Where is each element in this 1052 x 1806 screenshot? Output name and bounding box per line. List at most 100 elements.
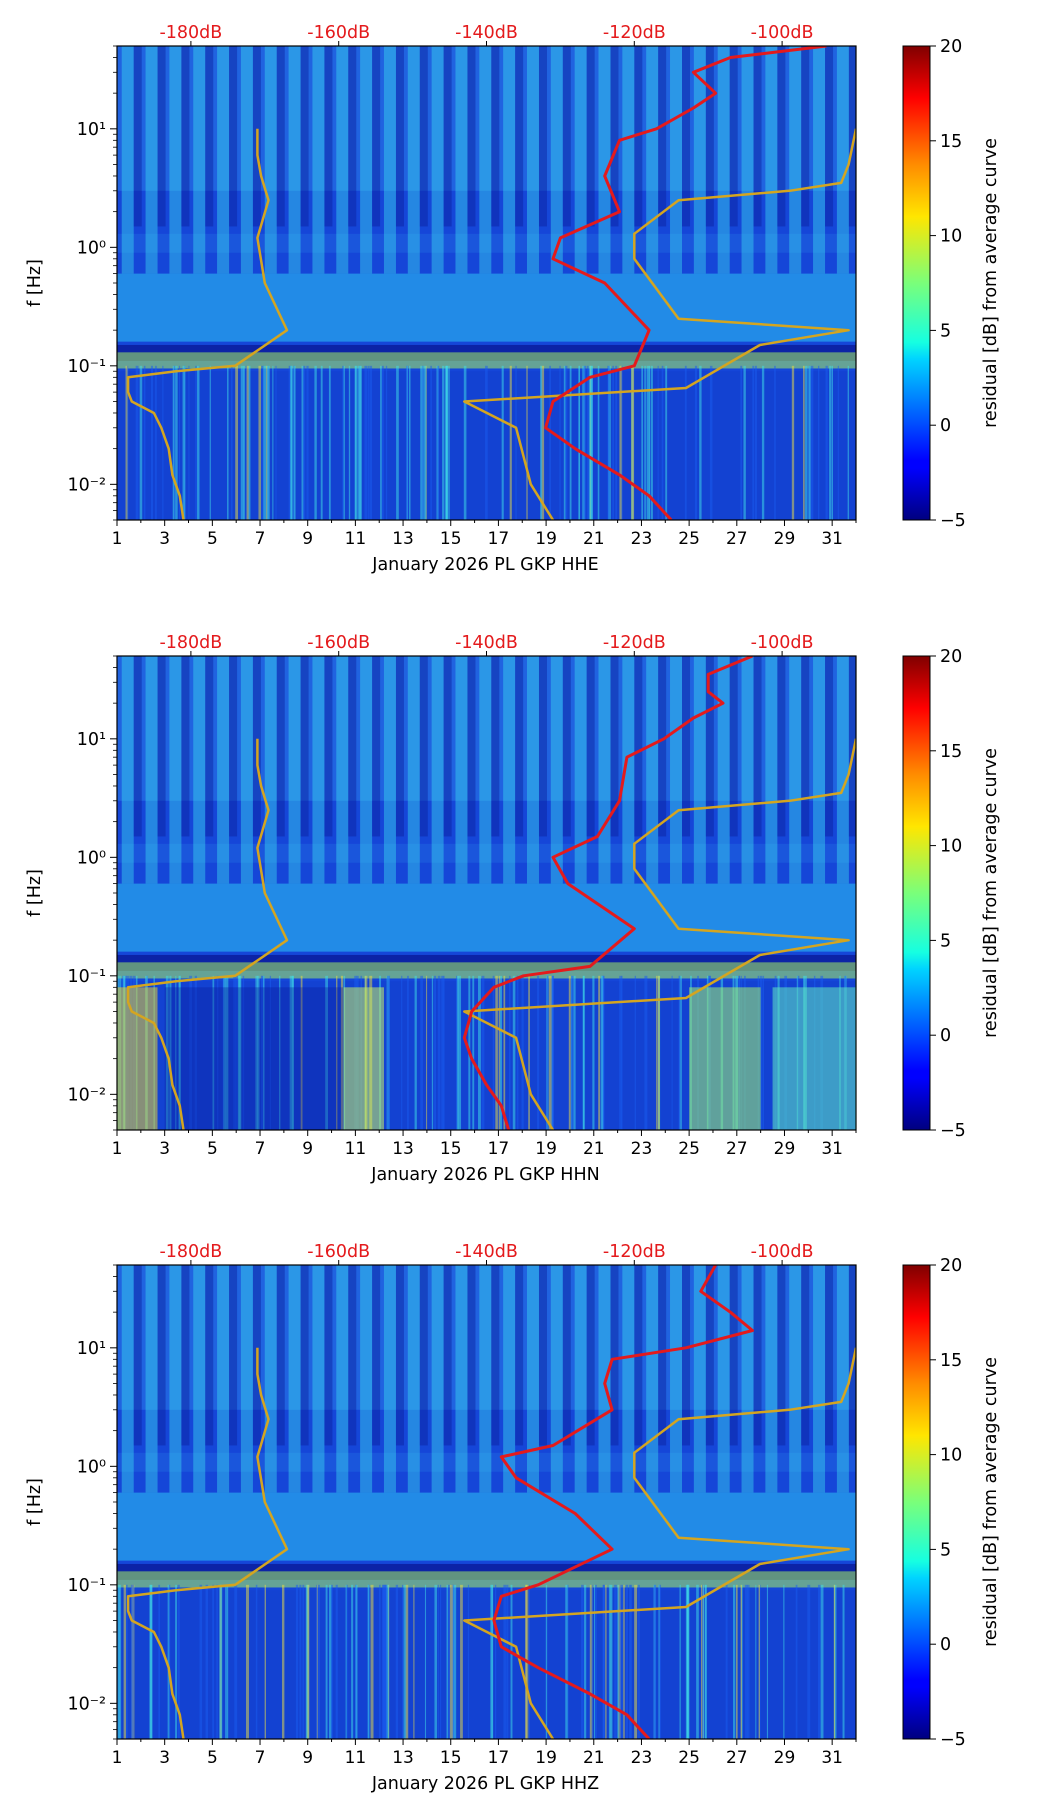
top-db-tick-label: -100dB — [751, 633, 814, 653]
x-tick-label: 19 — [535, 529, 557, 549]
x-tick-label: 7 — [255, 529, 266, 549]
colorbar-tick-label: 15 — [940, 1351, 962, 1371]
x-tick-label: 9 — [302, 529, 313, 549]
colorbar-tick-label: 5 — [940, 931, 951, 951]
y-tick-label: 10⁰ — [77, 238, 106, 258]
spectrogram — [117, 1265, 856, 1739]
y-tick-label: 10¹ — [77, 730, 106, 750]
x-tick-label: 5 — [207, 529, 218, 549]
y-tick-label: 10⁻² — [67, 1694, 106, 1714]
x-tick-label: 13 — [392, 529, 414, 549]
x-tick-label: 1 — [112, 529, 123, 549]
colorbar-tick-label: 0 — [940, 1635, 951, 1655]
x-tick-label: 11 — [345, 1139, 367, 1159]
x-tick-label: 19 — [535, 1748, 557, 1768]
top-db-tick-label: -120dB — [603, 23, 666, 43]
spectrogram — [117, 656, 856, 1130]
colorbar-label: residual [dB] from average curve — [981, 1357, 1001, 1647]
x-tick-label: 27 — [726, 1139, 748, 1159]
x-tick-label: 15 — [440, 1139, 462, 1159]
x-tick-label: 25 — [678, 1139, 700, 1159]
x-tick-label: 17 — [488, 529, 510, 549]
x-tick-label: 5 — [207, 1139, 218, 1159]
colorbar-tick-label: −5 — [940, 511, 966, 531]
colorbar-tick-label: 15 — [940, 742, 962, 762]
x-tick-label: 9 — [302, 1139, 313, 1159]
colorbar-tick-label: 5 — [940, 1540, 951, 1560]
x-tick-label: 25 — [678, 529, 700, 549]
colorbar-label: residual [dB] from average curve — [981, 138, 1001, 428]
y-tick-label: 10⁻² — [67, 1085, 106, 1105]
low-noise-model-curve — [126, 738, 289, 1130]
x-tick-label: 23 — [631, 529, 653, 549]
y-tick-label: 10⁻¹ — [67, 357, 106, 377]
top-db-tick-label: -140dB — [455, 1242, 518, 1262]
colorbar-tick-label: 20 — [940, 37, 962, 57]
x-axis-label: January 2026 PL GKP HHZ — [371, 1774, 599, 1794]
x-tick-label: 31 — [821, 529, 843, 549]
top-db-tick-label: -160dB — [307, 1242, 370, 1262]
top-db-tick-label: -180dB — [159, 1242, 222, 1262]
colorbar-tick-label: −5 — [940, 1730, 966, 1750]
x-tick-label: 11 — [345, 529, 367, 549]
x-tick-label: 25 — [678, 1748, 700, 1768]
x-tick-label: 21 — [583, 1748, 605, 1768]
colorbar-tick-label: 10 — [940, 837, 962, 857]
colorbar-label: residual [dB] from average curve — [981, 748, 1001, 1038]
x-tick-label: 3 — [159, 1139, 170, 1159]
x-tick-label: 3 — [159, 529, 170, 549]
colorbar: −5 0 5 10 15 20 residual [dB] from average cur… — [902, 647, 1001, 1141]
top-db-tick-label: -180dB — [159, 633, 222, 653]
x-tick-label: 31 — [821, 1748, 843, 1768]
x-tick-label: 13 — [392, 1139, 414, 1159]
y-tick-label: 10¹ — [77, 1339, 106, 1359]
x-tick-label: 19 — [535, 1139, 557, 1159]
x-tick-label: 1 — [112, 1139, 123, 1159]
x-tick-label: 23 — [631, 1748, 653, 1768]
median-PSD-curve — [462, 656, 754, 1130]
top-db-tick-label: -100dB — [751, 1242, 814, 1262]
colorbar-tick-label: 0 — [940, 1026, 951, 1046]
x-tick-label: 7 — [255, 1748, 266, 1768]
y-tick-label: 10⁻² — [67, 475, 106, 495]
colorbar-tick-label: 10 — [940, 1446, 962, 1466]
x-tick-label: 9 — [302, 1748, 313, 1768]
low-noise-model-curve — [126, 128, 289, 520]
x-tick-label: 27 — [726, 1748, 748, 1768]
x-tick-label: 29 — [774, 529, 796, 549]
top-db-tick-label: -160dB — [307, 23, 370, 43]
x-axis-label: January 2026 PL GKP HHN — [370, 1165, 599, 1185]
top-db-tick-label: -140dB — [455, 23, 518, 43]
median-PSD-curve — [492, 1265, 754, 1739]
top-db-tick-label: -120dB — [603, 1242, 666, 1262]
x-tick-label: 23 — [631, 1139, 653, 1159]
y-tick-label: 10¹ — [77, 120, 106, 140]
x-tick-label: 15 — [440, 1748, 462, 1768]
y-tick-label: 10⁰ — [77, 1457, 106, 1477]
x-tick-label: 21 — [583, 529, 605, 549]
x-tick-label: 29 — [774, 1139, 796, 1159]
colorbar: −5 0 5 10 15 20 residual [dB] from average cur… — [902, 1256, 1001, 1750]
x-tick-label: 1 — [112, 1748, 123, 1768]
top-db-tick-label: -120dB — [603, 633, 666, 653]
top-db-tick-label: -100dB — [751, 23, 814, 43]
colorbar-tick-label: 10 — [940, 227, 962, 247]
x-tick-label: 15 — [440, 529, 462, 549]
top-db-tick-label: -140dB — [455, 633, 518, 653]
colorbar-tick-label: 0 — [940, 416, 951, 436]
top-db-tick-label: -180dB — [159, 23, 222, 43]
y-axis-label: f [Hz] — [25, 259, 45, 307]
x-tick-label: 5 — [207, 1748, 218, 1768]
x-tick-label: 11 — [345, 1748, 367, 1768]
x-tick-label: 17 — [488, 1748, 510, 1768]
spectrogram — [117, 46, 856, 520]
high-noise-model-curve — [463, 128, 856, 520]
low-noise-model-curve — [126, 1347, 289, 1739]
colorbar-tick-label: 15 — [940, 132, 962, 152]
x-tick-label: 7 — [255, 1139, 266, 1159]
colorbar-tick-label: 20 — [940, 647, 962, 667]
